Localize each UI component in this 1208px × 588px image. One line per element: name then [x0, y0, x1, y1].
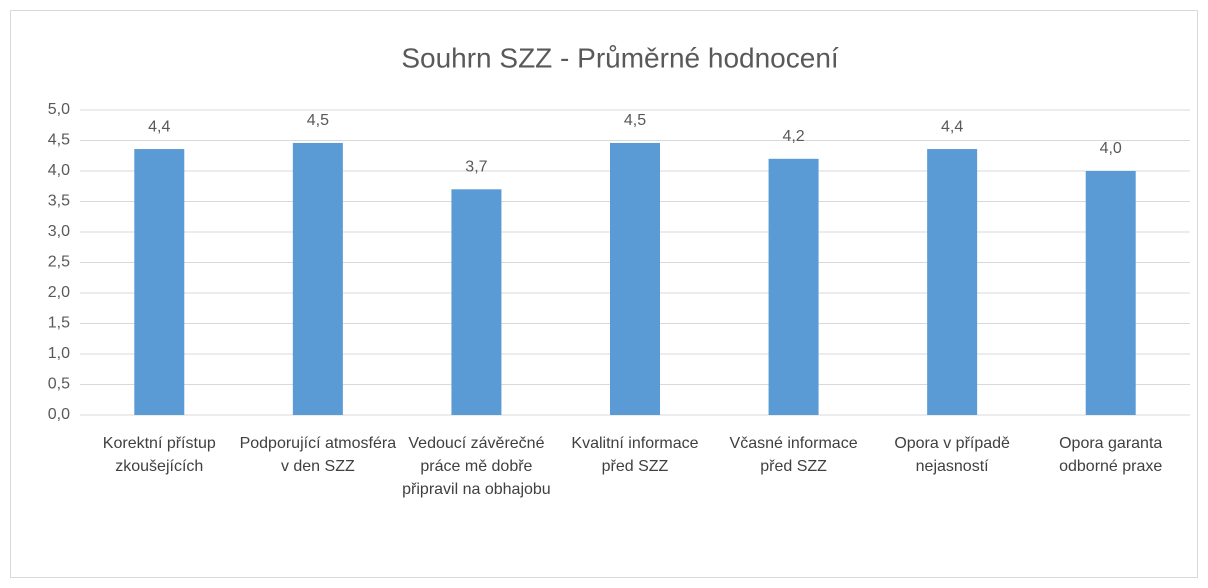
bar — [610, 142, 660, 415]
bar — [1085, 171, 1136, 415]
x-tick-label: Kvalitní informace před SZZ — [571, 435, 699, 475]
y-tick-label: 2,5 — [48, 254, 70, 271]
y-tick-label: 4,5 — [48, 132, 70, 149]
bar — [134, 149, 185, 416]
data-label: 4,5 — [624, 112, 646, 129]
chart-border — [10, 10, 1198, 578]
data-label: 4,0 — [1100, 140, 1122, 157]
x-tick-label: Opora garanta odborné praxe — [1059, 435, 1163, 475]
x-tick-label: Podporující atmosféra v den SZZ — [239, 435, 397, 475]
bar — [451, 189, 502, 415]
y-tick-label: 1,5 — [48, 315, 70, 332]
data-label: 4,4 — [148, 118, 170, 135]
y-tick-label: 0,5 — [48, 376, 70, 393]
x-tick-label: Včasné informace před SZZ — [729, 435, 858, 475]
y-tick-label: 4,0 — [48, 162, 70, 179]
chart-title: Souhrn SZZ - Průměrné hodnocení — [401, 42, 839, 73]
bar — [768, 158, 819, 416]
x-tick-label: Opora v případě nejasností — [894, 435, 1010, 475]
x-tick-label: Vedoucí závěrečné práce mě dobře připrav… — [402, 435, 551, 498]
data-label: 4,4 — [941, 118, 963, 135]
y-tick-label: 3,0 — [48, 223, 70, 240]
y-tick-label: 0,0 — [48, 406, 70, 423]
x-tick-label: Korektní přístup zkoušejících — [102, 435, 216, 475]
bar — [927, 149, 978, 416]
y-tick-label: 5,0 — [48, 101, 70, 118]
y-tick-label: 1,0 — [48, 345, 70, 362]
y-tick-label: 2,0 — [48, 284, 70, 301]
data-label: 4,2 — [782, 128, 804, 145]
bar — [292, 142, 343, 415]
data-label: 4,5 — [307, 112, 329, 129]
y-tick-label: 3,5 — [48, 193, 70, 210]
data-label: 3,7 — [465, 159, 487, 176]
